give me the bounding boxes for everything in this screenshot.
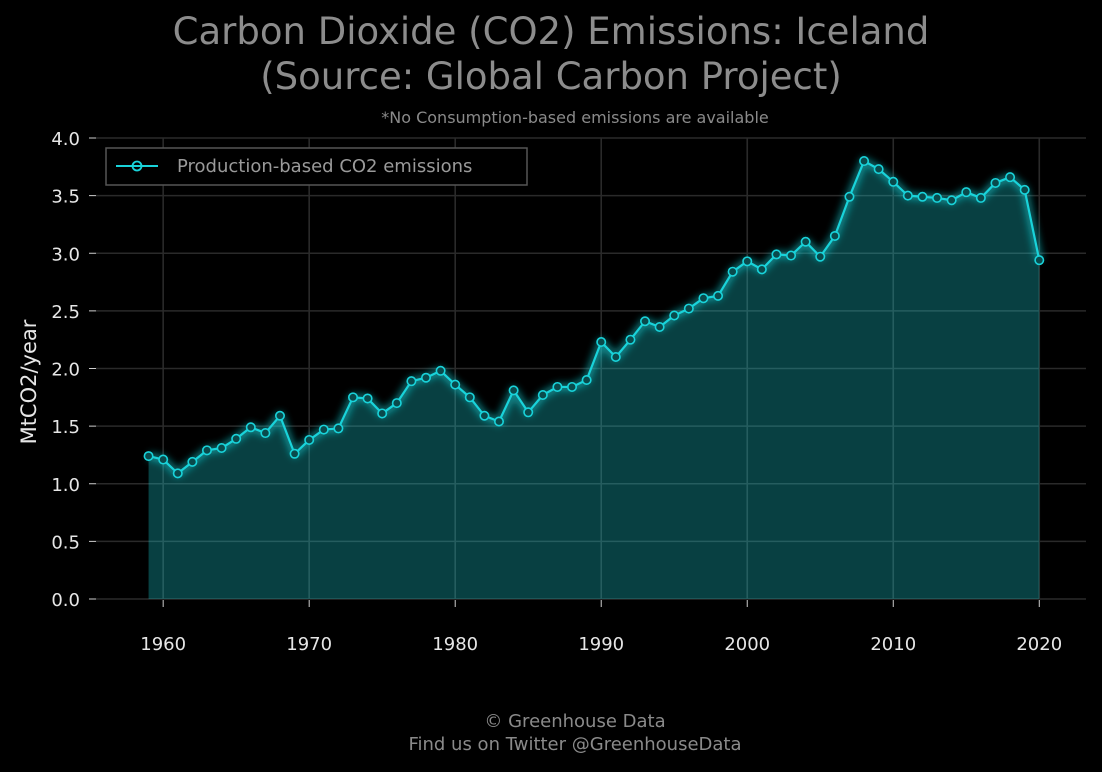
y-tick-label: 4.0 (51, 129, 80, 150)
data-point (815, 251, 826, 262)
data-point (961, 187, 972, 198)
data-point (1034, 255, 1045, 266)
data-point (873, 164, 884, 175)
data-point (245, 422, 256, 433)
legend: Production-based CO2 emissions (105, 147, 528, 186)
data-point (508, 385, 519, 396)
data-point (201, 445, 212, 456)
data-point (420, 372, 431, 383)
data-point (669, 310, 680, 321)
data-points (143, 156, 1045, 479)
data-point (829, 230, 840, 241)
y-tick-label: 2.5 (51, 302, 80, 323)
data-point (289, 448, 300, 459)
x-tick-label: 2020 (1016, 634, 1062, 655)
data-point (333, 423, 344, 434)
data-point (347, 392, 358, 403)
chart-subtitle: *No Consumption-based emissions are avai… (381, 108, 769, 127)
x-tick-label: 1990 (578, 634, 624, 655)
data-point (362, 393, 373, 404)
data-point (859, 156, 870, 167)
series-area (148, 161, 1040, 600)
data-point (494, 416, 505, 427)
chart-area: 0.0 0.5 1.0 1.5 2.0 2.5 3.0 3.5 4.0 1960 1970 1980 1… (17, 129, 1086, 655)
data-point (552, 381, 563, 392)
data-point (464, 392, 475, 403)
y-tick-label: 3.0 (51, 244, 80, 265)
data-point (537, 390, 548, 401)
data-point (800, 236, 811, 247)
y-tick-label: 2.0 (51, 360, 80, 381)
x-tick-label: 2010 (870, 634, 916, 655)
data-point (187, 456, 198, 467)
footer-twitter: Find us on Twitter @GreenhouseData (408, 734, 742, 755)
y-tick-label: 0.5 (51, 532, 80, 553)
data-point (581, 375, 592, 386)
data-point (786, 250, 797, 261)
data-point (713, 290, 724, 301)
data-point (683, 303, 694, 314)
data-point (640, 316, 651, 327)
data-point (231, 433, 242, 444)
legend-label: Production-based CO2 emissions (177, 156, 472, 177)
axes: 0.0 0.5 1.0 1.5 2.0 2.5 3.0 3.5 4.0 1960 1970 1980 1… (51, 129, 1062, 655)
data-point (567, 381, 578, 392)
data-point (888, 176, 899, 187)
data-point (727, 266, 738, 277)
chart-title-line-2: (Source: Global Carbon Project) (260, 55, 842, 98)
area-fill (148, 161, 1040, 600)
x-tick-label: 1960 (140, 634, 186, 655)
data-point (625, 334, 636, 345)
data-point (917, 191, 928, 202)
legend-box (105, 147, 528, 186)
data-point (172, 468, 183, 479)
data-point (902, 190, 913, 201)
data-point (479, 410, 490, 421)
footer-copyright: © Greenhouse Data (484, 711, 666, 732)
data-point (158, 454, 169, 465)
grid-lines (96, 137, 1086, 600)
data-point (610, 351, 621, 362)
data-point (975, 192, 986, 203)
data-point (304, 434, 315, 445)
data-point (260, 428, 271, 439)
data-point (990, 177, 1001, 188)
data-point (1019, 184, 1030, 195)
legend-marker-swatch (131, 160, 143, 172)
data-point (596, 336, 607, 347)
data-point (771, 249, 782, 260)
chart-title-line-1: Carbon Dioxide (CO2) Emissions: Iceland (172, 10, 930, 53)
data-point (844, 191, 855, 202)
data-point (377, 408, 388, 419)
data-point (654, 322, 665, 333)
data-point (1005, 172, 1016, 183)
y-tick-label: 1.0 (51, 475, 80, 496)
y-tick-label: 1.5 (51, 417, 80, 438)
data-point (450, 379, 461, 390)
data-point (742, 256, 753, 267)
data-point (216, 443, 227, 454)
data-point (435, 365, 446, 376)
data-point (274, 410, 285, 421)
data-point (756, 264, 767, 275)
x-tick-label: 1970 (286, 634, 332, 655)
y-axis-label: MtCO2/year (17, 319, 41, 444)
data-point (143, 451, 154, 462)
x-tick-label: 2000 (724, 634, 770, 655)
data-point (932, 192, 943, 203)
x-tick-label: 1980 (432, 634, 478, 655)
data-point (946, 195, 957, 206)
data-point (523, 407, 534, 418)
data-point (391, 398, 402, 409)
y-tick-label: 0.0 (51, 590, 80, 611)
y-tick-label: 3.5 (51, 187, 80, 208)
data-point (698, 293, 709, 304)
data-point (318, 424, 329, 435)
data-point (406, 376, 417, 387)
